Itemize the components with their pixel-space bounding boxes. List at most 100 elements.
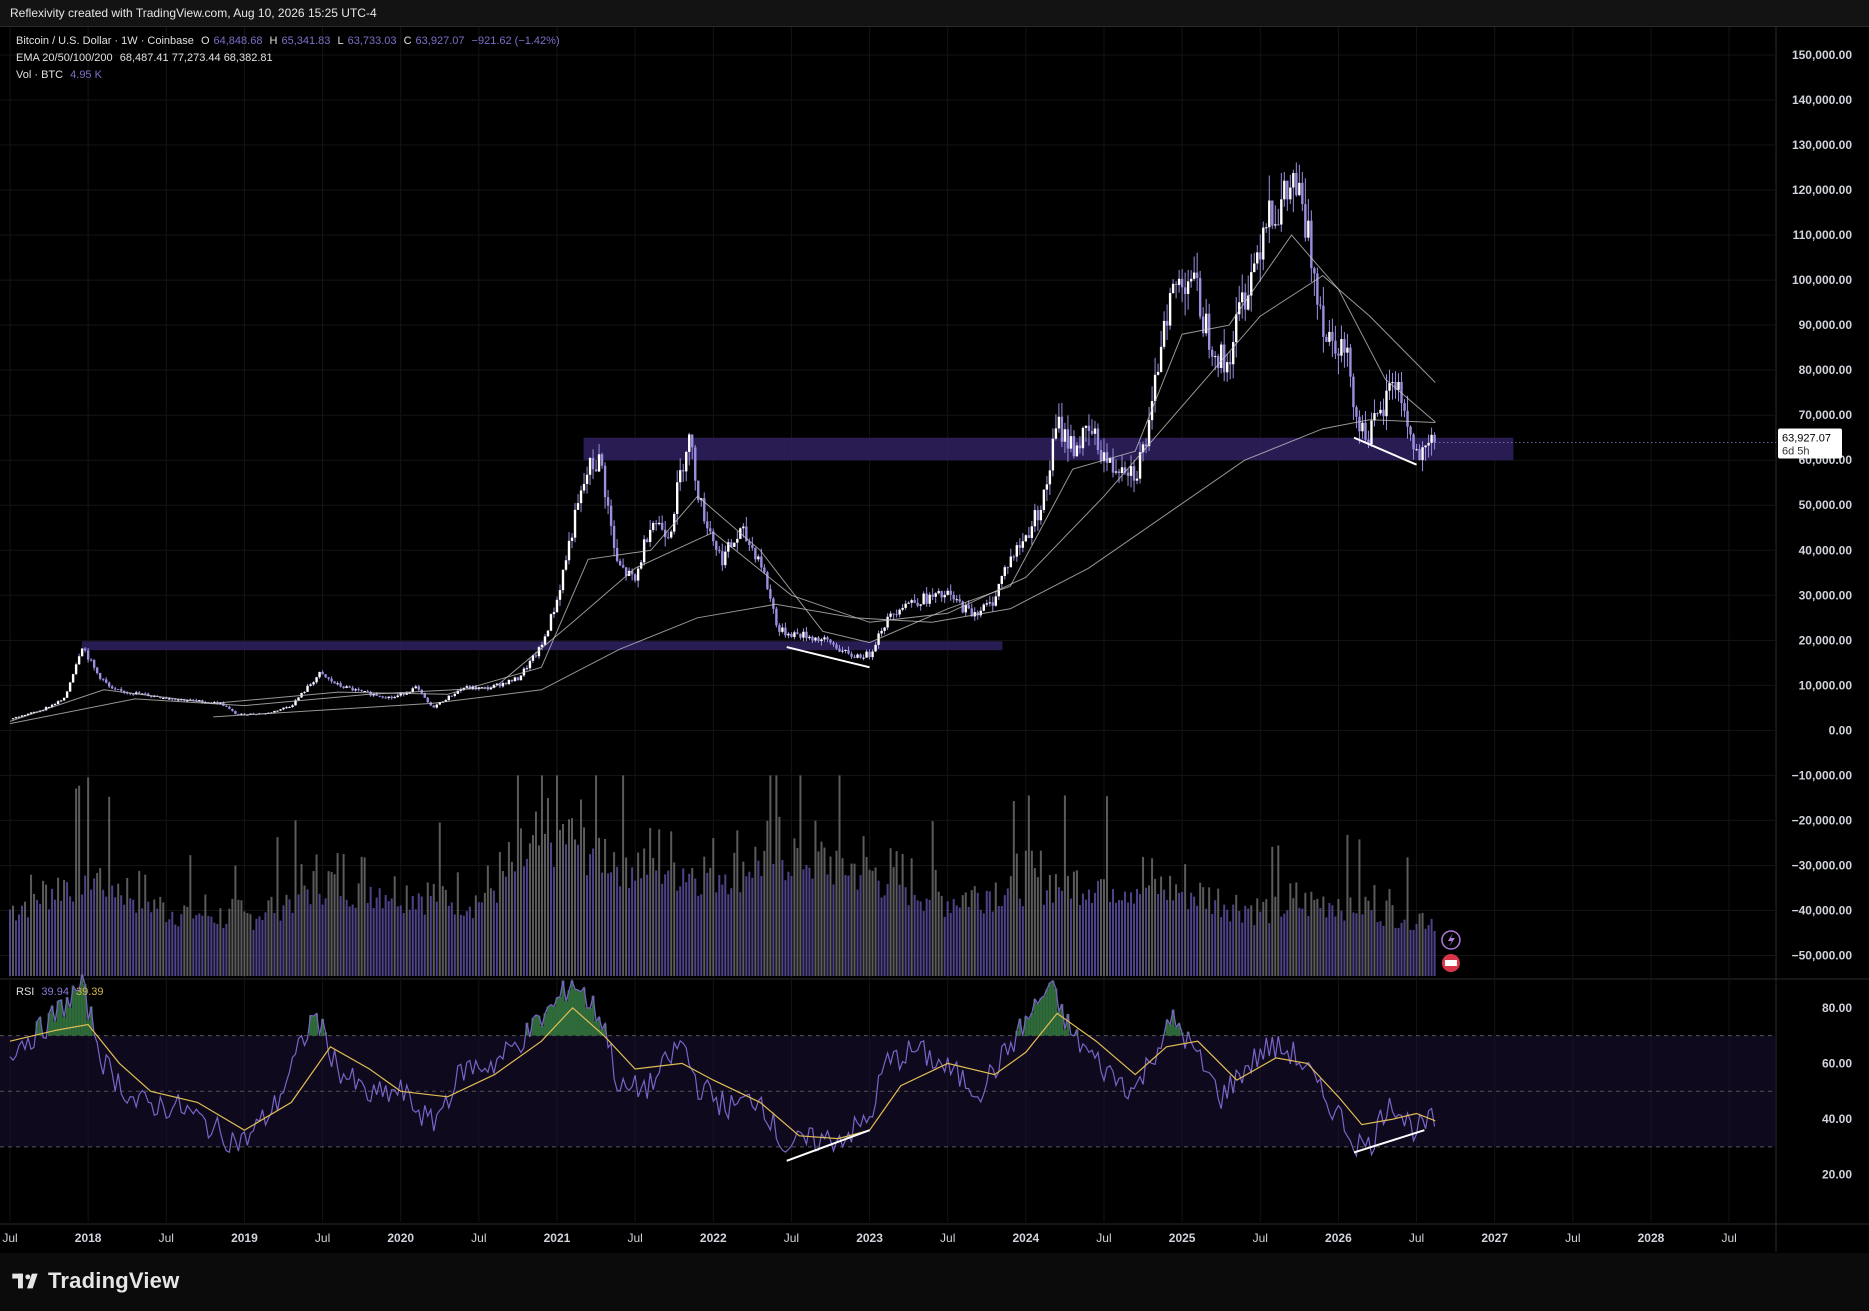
x-tick-label: Jul (1565, 1231, 1580, 1245)
candle-body (1280, 199, 1283, 225)
y-tick-label: 130,000.00 (1792, 138, 1852, 152)
candle-body (889, 613, 892, 617)
volume-bar (562, 823, 565, 976)
candle-body (579, 490, 583, 504)
ema-legend[interactable]: EMA 20/50/100/200 68,487.41 77,273.44 68… (16, 52, 277, 64)
candle-body (880, 630, 883, 634)
candle-body (86, 650, 90, 660)
candle-body (1250, 272, 1253, 296)
volume-bar (333, 874, 336, 976)
x-tick-label: 2018 (75, 1231, 102, 1245)
candle-body (1030, 526, 1034, 538)
volume-bar (129, 898, 132, 976)
volume-bar (580, 799, 583, 976)
tradingview-logo[interactable]: TradingView (12, 1268, 179, 1293)
volume-bar (883, 895, 886, 976)
volume-bar (616, 866, 619, 976)
x-tick-label: Jul (1096, 1231, 1111, 1245)
candle-body (781, 627, 784, 632)
candle-body (1391, 382, 1394, 384)
candle-body (89, 659, 93, 661)
volume-bar (1316, 898, 1319, 976)
candle-body (742, 526, 745, 529)
volume-bar (15, 920, 18, 976)
volume-bar (417, 893, 420, 976)
candle-body (1316, 273, 1319, 305)
volume-bar (874, 867, 877, 976)
candle-body (309, 684, 312, 686)
candle-body (709, 528, 712, 532)
candle-body (1207, 313, 1211, 350)
y-tick-label: −50,000.00 (1792, 948, 1853, 962)
x-tick-label: 2022 (700, 1231, 727, 1245)
candle-body (333, 681, 336, 684)
volume-bar (1157, 893, 1160, 976)
candle-body (1352, 376, 1355, 408)
volume-bar (1072, 871, 1075, 976)
volume-bar (709, 867, 712, 976)
volume-bar (363, 857, 366, 976)
candle-body (766, 572, 769, 590)
volume-bar (901, 853, 904, 976)
candle-body (841, 650, 844, 652)
volume-bar (111, 885, 114, 976)
volume-bar (631, 867, 634, 976)
volume-bar (486, 865, 489, 976)
volume-bar (1075, 870, 1078, 976)
volume-bar (1093, 892, 1096, 976)
rsi-tick-label: 60.00 (1822, 1056, 1852, 1070)
volume-bar (958, 907, 961, 976)
chart-canvas[interactable]: Jul 2018 Jul 2019 Jul 2020 Jul 2021 Jul 2022 Jul 20… (0, 0, 1869, 1253)
candle-body (913, 600, 916, 603)
volume-bar (399, 905, 402, 976)
volume-bar (676, 890, 679, 976)
volume-bar (730, 888, 733, 976)
volume-bar (1412, 929, 1415, 976)
volume-bar (946, 901, 949, 976)
volume-bar (1376, 922, 1379, 976)
candle-body (17, 716, 21, 718)
candle-body (1186, 281, 1190, 294)
volume-bar (273, 912, 276, 976)
candle-body (1057, 416, 1061, 429)
volume-bar (610, 872, 613, 976)
candle-body (760, 556, 763, 568)
candle-body (648, 529, 652, 543)
volume-bar (1298, 907, 1301, 976)
candle-body (552, 612, 556, 615)
candle-body (976, 612, 979, 616)
open-value: 64,848.68 (213, 35, 263, 47)
rsi-legend[interactable]: RSI 39.94 39.39 (16, 986, 108, 998)
symbol-label[interactable]: Bitcoin / U.S. Dollar · 1W · Coinbase (16, 35, 194, 47)
candle-body (561, 569, 565, 591)
y-tick-label: 150,000.00 (1792, 48, 1852, 62)
volume-bar (574, 839, 577, 976)
candle-body (1192, 272, 1196, 279)
candle-body (1298, 182, 1301, 196)
close-value: 63,927.07 (415, 35, 465, 47)
candle-body (691, 434, 694, 448)
rsi-line (9, 974, 1436, 1158)
volume-legend[interactable]: Vol · BTC 4.95 K (16, 69, 106, 81)
candle-body (1421, 447, 1424, 461)
volume-bar (568, 819, 571, 976)
volume-bar (411, 895, 414, 976)
volume-bar (300, 864, 303, 976)
volume-bar (805, 865, 808, 976)
candle-body (582, 483, 586, 491)
volume-bar (147, 901, 150, 976)
candle-body (970, 608, 973, 617)
volume-bar (991, 911, 994, 976)
candle-body (1090, 430, 1094, 434)
candle-body (159, 696, 162, 699)
volume-bar (204, 894, 207, 976)
candle-body (498, 683, 502, 687)
volume-bar (1397, 927, 1400, 976)
volume-bar (655, 870, 658, 976)
candle-body (949, 590, 952, 595)
candle-body (369, 691, 372, 696)
volume-bar (622, 775, 625, 976)
candle-body (29, 712, 33, 714)
volume-bar (441, 886, 444, 976)
volume-bar (435, 901, 438, 976)
